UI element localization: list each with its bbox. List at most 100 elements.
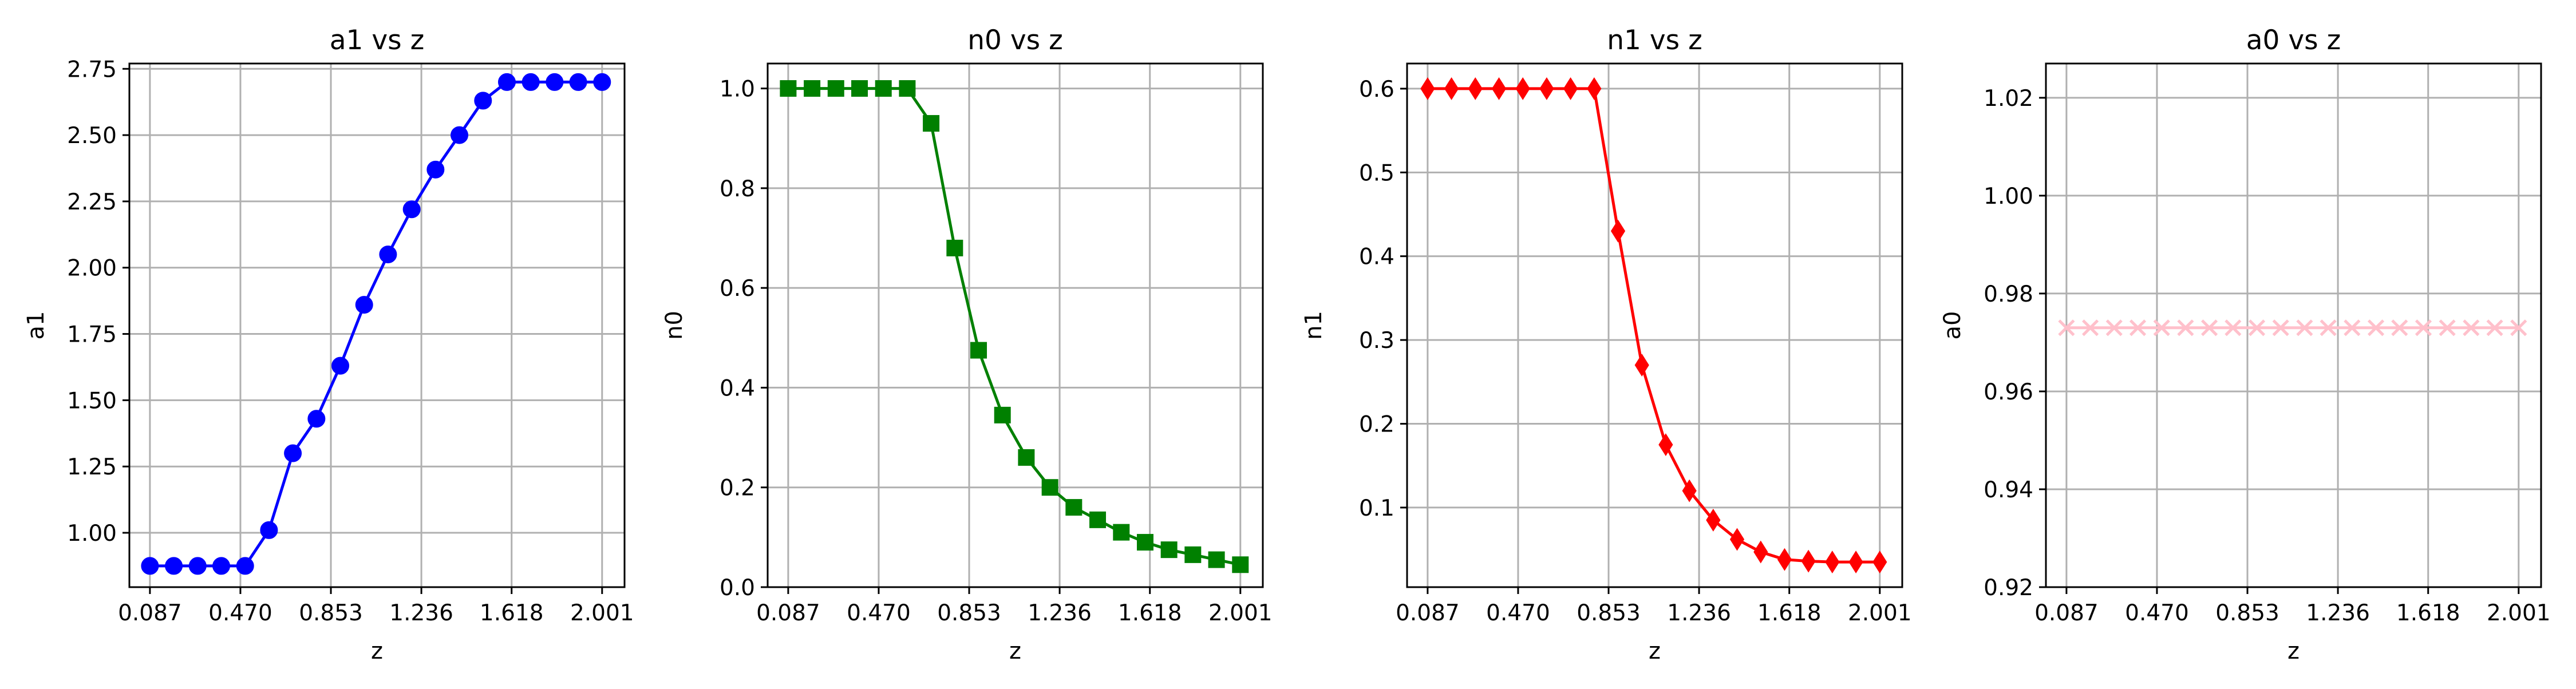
chart-title: n1 vs z: [1607, 25, 1702, 56]
data-point: [1729, 528, 1745, 551]
data-point: [1089, 511, 1107, 528]
y-tick-label: 0.8: [720, 176, 755, 202]
data-point: [2415, 319, 2432, 336]
data-point: [188, 557, 207, 575]
data-point: [1160, 541, 1178, 559]
data-point: [379, 245, 397, 264]
data-point: [1848, 551, 1863, 574]
data-point: [1658, 433, 1673, 457]
data-point: [212, 557, 231, 575]
x-tick-label: 1.618: [1118, 600, 1182, 626]
x-tick-label: 2.001: [2487, 600, 2551, 626]
data-point: [1634, 354, 1649, 377]
x-tick-label: 2.001: [570, 600, 634, 626]
y-axis-label: n1: [1301, 311, 1327, 340]
y-tick-label: 0.92: [1984, 575, 2033, 601]
y-tick-label: 1.00: [67, 521, 117, 547]
y-axis-label: n0: [661, 311, 688, 340]
data-point: [1136, 534, 1153, 551]
data-point: [875, 80, 892, 97]
data-point: [474, 92, 492, 110]
y-tick-label: 1.0: [720, 77, 755, 102]
x-tick-label: 1.236: [389, 600, 453, 626]
data-point: [451, 126, 469, 144]
data-point: [546, 73, 564, 91]
data-point: [141, 557, 159, 575]
y-tick-label: 0.5: [1359, 160, 1394, 186]
axes-frame: [2045, 62, 2542, 588]
y-tick-label: 2.25: [67, 189, 117, 215]
data-point: [2320, 319, 2337, 336]
axes-frame: [1406, 62, 1903, 588]
data-point: [2296, 319, 2313, 336]
data-point: [1184, 546, 1202, 563]
x-tick-label: 0.853: [2215, 600, 2279, 626]
y-tick-label: 1.50: [67, 388, 117, 414]
x-tick-label: 1.236: [1028, 600, 1092, 626]
data-point: [2439, 319, 2456, 336]
y-tick-label: 1.00: [1984, 184, 2033, 209]
x-tick-label: 0.087: [756, 600, 820, 626]
data-point: [1515, 77, 1530, 100]
data-point: [593, 73, 611, 91]
data-point: [1801, 549, 1816, 573]
chart-panel-3: 0.087 0.470 0.853 1.236 1.618 2.001 0.1 0.2 0.3 0…: [1301, 25, 1912, 664]
x-axis-label: z: [371, 638, 383, 664]
chart-title: a0 vs z: [2246, 25, 2341, 56]
x-tick-label: 0.853: [299, 600, 363, 626]
y-tick-label: 0.98: [1984, 282, 2033, 307]
x-tick-label: 0.470: [847, 600, 911, 626]
y-tick-label: 0.4: [1359, 244, 1394, 270]
data-point: [994, 406, 1011, 423]
data-point: [2082, 319, 2099, 336]
data-point: [923, 115, 940, 132]
data-point: [970, 342, 987, 359]
data-point: [2510, 319, 2527, 336]
y-tick-label: 2.75: [67, 57, 117, 82]
y-tick-label: 0.0: [720, 575, 755, 601]
x-tick-label: 1.618: [2396, 600, 2460, 626]
data-point: [497, 73, 516, 91]
data-point: [1232, 556, 1249, 573]
data-point: [827, 80, 844, 97]
data-point: [2486, 319, 2503, 336]
y-tick-label: 0.94: [1984, 477, 2033, 503]
y-tick-label: 1.02: [1984, 86, 2033, 112]
data-point: [331, 357, 350, 375]
x-tick-label: 1.236: [2306, 600, 2370, 626]
chart-panel-2: 0.087 0.470 0.853 1.236 1.618 2.001 0.0 0.2 0.4 0…: [661, 25, 1273, 664]
data-point: [2272, 319, 2289, 336]
y-tick-label: 0.1: [1359, 496, 1394, 521]
y-tick-label: 0.4: [720, 375, 755, 401]
axes-frame: [128, 62, 626, 588]
y-axis-label: a1: [23, 311, 49, 340]
chart-panel-1: 0.087 0.470 0.853 1.236 1.618 2.001 1.00 1.25 1.…: [23, 25, 634, 664]
data-point: [2367, 319, 2385, 336]
data-point: [1208, 551, 1225, 568]
y-tick-label: 0.2: [1359, 412, 1394, 438]
data-point: [2105, 319, 2123, 336]
data-point: [1041, 479, 1058, 496]
x-tick-label: 0.853: [937, 600, 1001, 626]
y-axis-label: a0: [1939, 311, 1966, 340]
data-point: [307, 410, 326, 428]
data-point: [1825, 551, 1840, 574]
x-tick-label: 0.470: [208, 600, 272, 626]
data-point: [1587, 77, 1602, 100]
data-point: [1706, 508, 1721, 532]
x-tick-label: 0.087: [118, 600, 182, 626]
chart-title: n0 vs z: [967, 25, 1063, 56]
data-point: [851, 80, 868, 97]
x-tick-label: 0.087: [1396, 600, 1460, 626]
data-point: [236, 557, 254, 575]
data-point: [569, 73, 587, 91]
x-tick-label: 1.618: [1757, 600, 1822, 626]
data-point: [1468, 77, 1483, 100]
data-point: [165, 557, 183, 575]
data-point: [2391, 319, 2408, 336]
axes-frame: [767, 62, 1264, 588]
data-point: [899, 80, 916, 97]
data-point: [402, 200, 421, 219]
